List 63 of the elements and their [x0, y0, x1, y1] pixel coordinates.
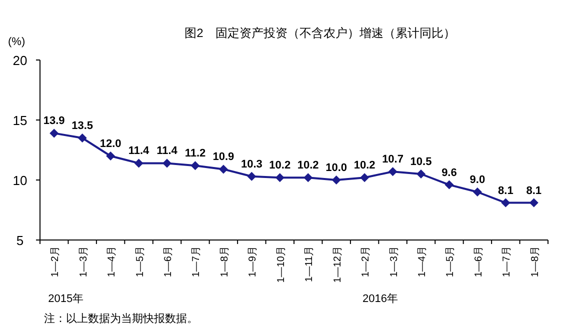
point	[529, 198, 538, 208]
data-label: 12.0	[100, 138, 122, 150]
data-label: 11.4	[156, 145, 178, 158]
point	[106, 152, 116, 160]
text: 2015年	[48, 293, 84, 305]
data-label: 10.2	[354, 160, 376, 172]
x-tick-label: 1—7月	[191, 246, 202, 278]
point	[472, 188, 482, 196]
data-label: 10.2	[297, 160, 319, 172]
x-tick-label: 1—3月	[388, 246, 400, 278]
data-label: 11.4	[128, 145, 150, 158]
x-tick-label: 1—7月	[502, 246, 513, 278]
point	[134, 158, 144, 168]
data-label: 13.5	[72, 120, 94, 132]
x-tick-label: 1—4月	[106, 246, 118, 278]
x-tick-label: 1—2月	[360, 246, 372, 278]
x-tick-label: 1—9月	[248, 246, 259, 278]
point	[304, 173, 313, 182]
point	[360, 173, 370, 182]
data-label: 10.7	[382, 154, 404, 166]
x-tick-label: 1—4月	[417, 246, 428, 278]
x-tick-label: 1—11月	[304, 246, 316, 282]
point	[190, 161, 200, 170]
x-tick-label: 1—3月	[78, 246, 90, 278]
point	[332, 176, 341, 184]
point	[501, 198, 510, 208]
data-label: 11.2	[184, 148, 206, 160]
data-label: 9.0	[470, 174, 486, 186]
data-label: 10.0	[326, 162, 348, 174]
point	[218, 164, 228, 174]
point	[416, 170, 426, 178]
y-tick-label: 5	[16, 233, 24, 248]
x-tick-label: 1—6月	[473, 246, 484, 278]
x-tick-label: 1—8月	[219, 246, 230, 278]
y-tick-label: 20	[12, 53, 28, 68]
data-label: 10.9	[212, 151, 234, 164]
x-tick-label: 1—2月	[50, 246, 62, 278]
x-tick-label: 1—10月	[276, 246, 287, 283]
point	[162, 158, 172, 168]
data-label: 13.9	[43, 115, 65, 128]
text: 2016年	[362, 293, 398, 305]
data-label: 10.3	[240, 158, 262, 170]
y-tick-label: 15	[12, 113, 28, 128]
data-label: 8.1	[498, 184, 514, 197]
point	[388, 167, 398, 176]
chart-title: 图2 固定资产投资（不含农户）增速（累计同比）	[184, 26, 456, 40]
data-label: 9.6	[442, 166, 457, 179]
data-label: 10.2	[269, 160, 291, 172]
x-tick-label: 1—6月	[163, 246, 174, 278]
point	[275, 173, 284, 182]
x-tick-label: 1—5月	[134, 246, 146, 278]
point	[247, 172, 256, 181]
y-axis-title: (%)	[8, 36, 26, 48]
x-tick-label: 1—8月	[530, 246, 541, 278]
data-label: 10.5	[410, 156, 432, 168]
point	[50, 128, 59, 138]
point	[444, 180, 454, 190]
x-tick-label: 1—5月	[445, 246, 456, 278]
y-tick-label: 10	[12, 173, 28, 188]
point	[78, 134, 87, 142]
data-label: 8.1	[526, 184, 542, 197]
text: 注：以上数据为当期快报数据。	[44, 312, 198, 325]
x-tick-label: 1—12月	[332, 246, 344, 283]
